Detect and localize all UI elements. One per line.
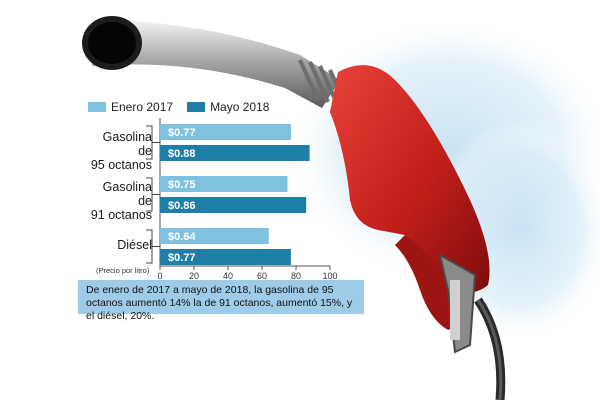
- category-label-line: Gasolina de: [102, 180, 152, 208]
- legend-item-enero-2017: Enero 2017: [88, 100, 173, 114]
- nozzle-handle: [330, 65, 490, 293]
- bar-value-label: $0.86: [168, 200, 196, 212]
- bar-value-label: $0.77: [168, 127, 196, 139]
- x-tick-label: 20: [189, 271, 199, 281]
- bar: [160, 124, 291, 140]
- bar-value-label: $0.88: [168, 148, 196, 160]
- nozzle-spout: [92, 20, 340, 108]
- category-label-gasolina-91: Gasolina de 91 octanos: [86, 180, 152, 222]
- x-tick-label: 80: [291, 271, 301, 281]
- x-tick-label: 0: [157, 271, 162, 281]
- bar: [160, 176, 288, 192]
- bar: [160, 249, 291, 265]
- category-label-line: 95 octanos: [90, 158, 152, 172]
- legend-swatch-mayo-2018: [187, 102, 206, 112]
- category-label-line: 91 octanos: [90, 208, 152, 222]
- bar-value-label: $0.75: [168, 179, 196, 191]
- bar-value-label: $0.64: [168, 231, 196, 243]
- axis-unit-note: (Precio por litro): [96, 266, 150, 275]
- chart-caption: De enero de 2017 a mayo de 2018, la gaso…: [78, 280, 364, 322]
- bar-value-label: $0.77: [168, 252, 196, 264]
- category-label-diesel: Diésel: [86, 238, 152, 252]
- category-label-gasolina-95: Gasolina de 95 octanos: [86, 130, 152, 172]
- bar: [160, 197, 307, 213]
- x-tick-label: 40: [223, 271, 233, 281]
- x-tick-label: 60: [257, 271, 267, 281]
- legend-label-enero-2017: Enero 2017: [111, 100, 174, 114]
- chart-legend: Enero 2017 Mayo 2018: [88, 100, 269, 114]
- category-label-line: Gasolina de: [102, 130, 152, 158]
- legend-label-mayo-2018: Mayo 2018: [210, 100, 270, 114]
- x-tick-label: 100: [322, 271, 337, 281]
- legend-swatch-enero-2017: [88, 102, 106, 112]
- bar: [160, 228, 269, 244]
- legend-item-mayo-2018: Mayo 2018: [187, 100, 269, 114]
- bar: [160, 145, 310, 161]
- category-label-line: Diésel: [117, 238, 152, 252]
